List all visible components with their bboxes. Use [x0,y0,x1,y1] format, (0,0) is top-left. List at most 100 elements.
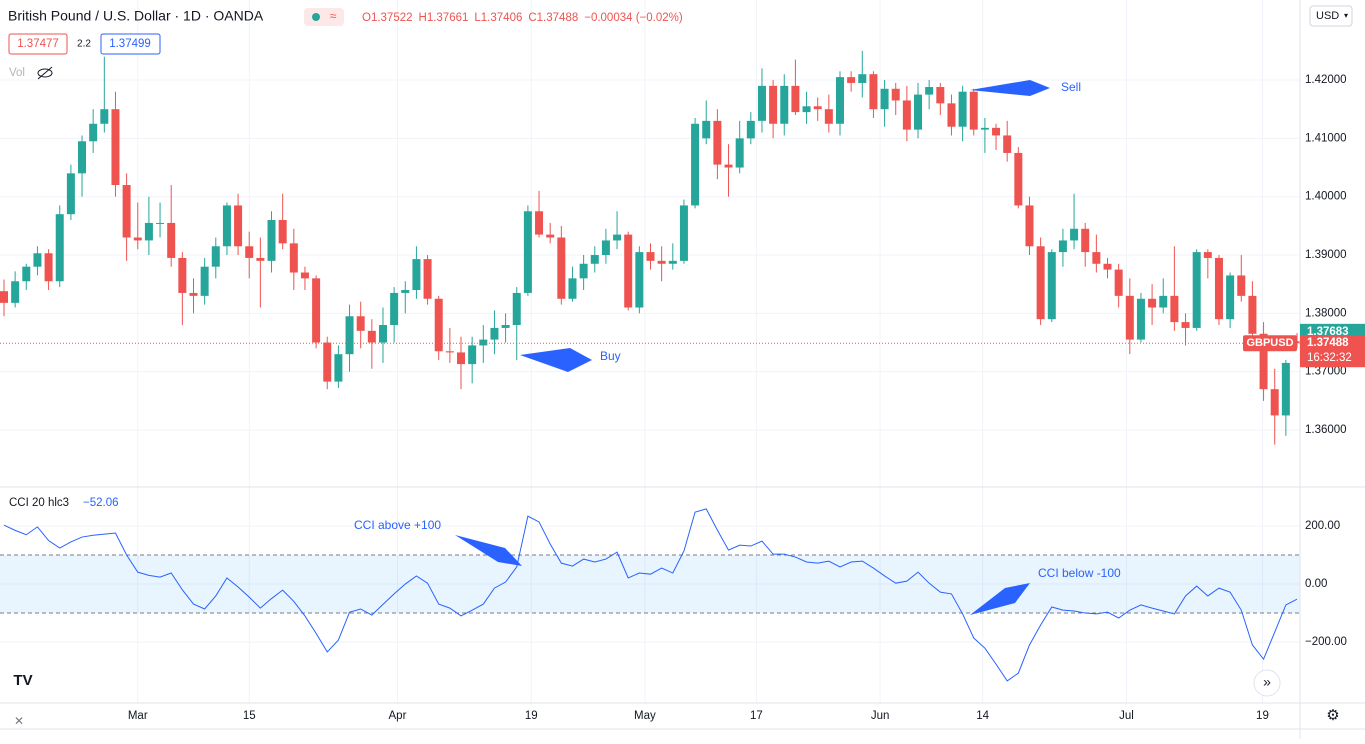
candle-body [167,222,176,258]
candle-body [479,339,488,346]
candle-body [122,185,131,238]
y-tick-label: 1.39000 [1305,249,1347,261]
y-tick-label: 1.42000 [1305,74,1347,86]
cci-line [3,508,1298,682]
spread: 2.2 [77,39,91,50]
candle-body [312,278,321,343]
candle-body [1270,389,1279,416]
candle-body [1114,269,1123,296]
ask: 1.37499 [109,38,151,50]
candle-body [769,85,778,124]
candle-body [925,87,934,95]
candle-body [535,211,544,235]
settings-icon[interactable]: ⚙ [1326,707,1339,724]
candle-body [1148,298,1157,308]
candle-body [378,325,387,343]
candle-body [869,74,878,110]
candle-body [601,240,610,256]
bid-box[interactable] [8,33,68,55]
candle-body [780,85,789,124]
candle-body [78,141,87,174]
price-tag-label: 1.37683 [1307,326,1349,338]
y-tick-label: 1.41000 [1305,132,1347,144]
y-tick-label: 1.38000 [1305,307,1347,319]
candle-body [1058,240,1067,253]
x-tick-label: 19 [525,710,538,722]
x-tick-label: Jun [871,710,890,722]
candle-body [824,109,833,124]
candle-body [1248,295,1257,334]
candle-body [635,252,644,308]
candle-body [434,298,443,352]
dropdown-caret: ▾ [1344,11,1348,20]
price-tag-label: 1.37488 [1307,337,1349,349]
candle-body [947,103,956,127]
y-tick-label: 1.40000 [1305,191,1347,203]
candle-body [802,106,811,113]
candle-body [401,290,410,293]
y-tick-label: 1.36000 [1305,424,1347,436]
eye-icon[interactable] [37,66,53,80]
candle-body [234,205,243,247]
cci-band [0,555,1300,614]
candle-body [1025,205,1034,247]
candle-body [267,220,276,261]
candle-body [445,351,454,353]
candle-body [1136,298,1145,340]
candle-body [1003,135,1012,153]
candle-body [457,352,466,365]
candle-body [546,234,555,238]
candle-body [1014,152,1023,206]
currency: USD [1316,10,1339,22]
indicator-name: CCI 20 hlc3 [9,497,69,509]
countdown: 16:32:32 [1307,352,1352,364]
candle-body [646,252,655,261]
candle-body [133,237,142,241]
x-tick-label: 17 [750,710,763,722]
sell-arrow [970,80,1050,96]
buy-arrow [520,348,592,372]
close-icon[interactable]: ✕ [14,714,24,728]
candle-body [189,292,198,296]
logo[interactable] [5,663,41,697]
candle-body [200,266,209,296]
grid [0,0,1300,703]
candle-body [579,263,588,279]
indicator-value: −52.06 [83,497,119,509]
cci-below-arrow [970,583,1030,615]
candle-body [1214,257,1223,320]
candle-body [1170,295,1179,323]
candle-body [256,257,265,261]
candle-body [1192,252,1201,328]
candle-body [55,214,64,282]
candle-body [891,88,900,101]
candle-body [512,292,521,326]
symbol-label: GBPUSD [1246,337,1293,349]
candle-body [1081,228,1090,253]
x-tick-label: Mar [128,710,148,722]
price-tag [1300,335,1365,368]
candle-body [245,246,254,258]
candle-body [1259,333,1268,390]
scroll-icon: » [1263,674,1271,690]
candle-body [1092,252,1101,264]
candle-body [858,74,867,83]
candle-body [1281,362,1290,416]
candle-body [390,292,399,326]
candle-body [11,281,20,303]
scroll-button[interactable] [1253,669,1281,697]
candle-body [992,127,1001,136]
status-icon: ≈ [330,9,337,23]
ask-box[interactable] [100,33,161,55]
candle-body [66,173,75,215]
indicator-tick-label: 0.00 [1305,578,1327,590]
candle-body [300,272,309,279]
candle-body [323,342,332,382]
candle-body [936,87,945,104]
currency-button[interactable] [1309,5,1353,27]
candle-body [490,327,499,340]
candle-body [100,109,109,124]
candle-body [624,234,633,308]
